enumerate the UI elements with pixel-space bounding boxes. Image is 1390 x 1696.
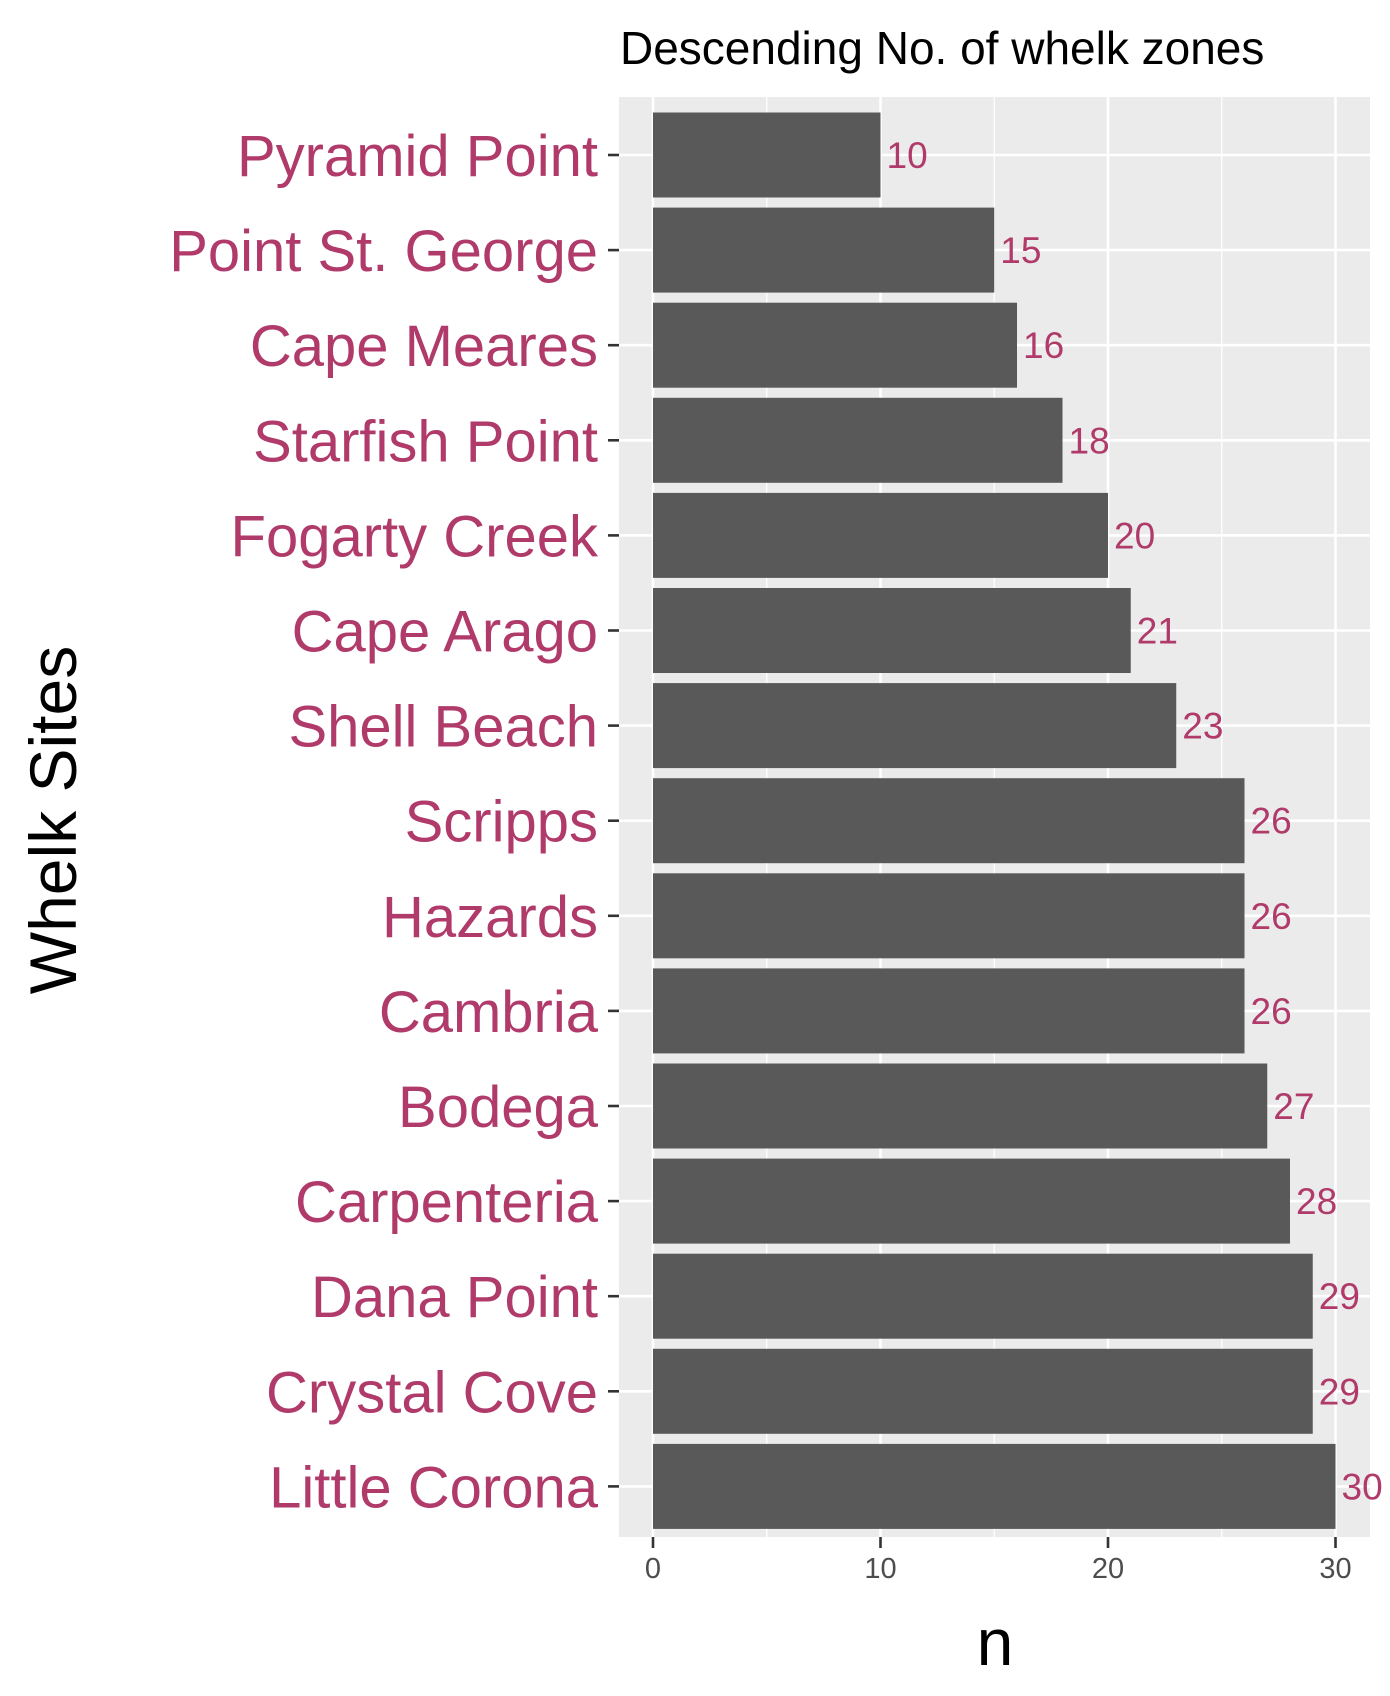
bar	[653, 1158, 1290, 1244]
value-label: 29	[1319, 1371, 1360, 1412]
bar	[653, 588, 1131, 673]
bar	[653, 968, 1245, 1054]
bar	[653, 207, 995, 293]
category-label: Cape Arago	[292, 600, 598, 665]
bar	[653, 397, 1063, 483]
category-label: Hazards	[382, 885, 598, 950]
value-label: 16	[1023, 325, 1064, 366]
x-axis-title: n	[977, 1605, 1014, 1679]
y-axis: Pyramid Point Point St. George Cape Meares…	[169, 124, 619, 1520]
value-label: 29	[1319, 1276, 1360, 1317]
value-label: 26	[1251, 896, 1292, 937]
category-label: Bodega	[398, 1075, 599, 1140]
bar	[653, 683, 1177, 769]
value-label: 28	[1296, 1181, 1337, 1222]
y-axis-title: Whelk Sites	[16, 646, 90, 994]
value-label: 27	[1273, 1086, 1314, 1127]
category-label: Scripps	[405, 790, 598, 855]
bar	[653, 778, 1245, 864]
bar	[653, 492, 1108, 578]
category-label: Pyramid Point	[237, 124, 598, 189]
value-label: 21	[1137, 611, 1178, 652]
value-label: 26	[1251, 801, 1292, 842]
category-label: Little Corona	[269, 1455, 599, 1520]
x-axis: 0 10 20 30	[645, 1537, 1352, 1585]
category-label: Starfish Point	[253, 409, 598, 474]
category-label: Carpenteria	[295, 1170, 599, 1235]
bar	[653, 1443, 1336, 1529]
bar	[653, 1063, 1268, 1149]
value-label: 10	[887, 135, 928, 176]
value-labels: 10 15 16 18 20 21 23 26 26 26 27 28 29 29 30	[887, 135, 1383, 1507]
value-label: 20	[1114, 515, 1155, 556]
x-tick-label: 30	[1319, 1553, 1351, 1585]
category-label: Cape Meares	[250, 314, 598, 379]
value-label: 30	[1342, 1466, 1383, 1507]
category-label: Crystal Cove	[266, 1360, 598, 1425]
value-label: 26	[1251, 991, 1292, 1032]
bar	[653, 873, 1245, 959]
category-label: Cambria	[379, 980, 599, 1045]
bar	[653, 1253, 1313, 1339]
bar	[653, 1348, 1313, 1434]
x-tick-label: 10	[864, 1553, 896, 1585]
x-tick-label: 0	[645, 1553, 661, 1585]
category-label: Dana Point	[311, 1265, 598, 1330]
bar	[653, 302, 1017, 388]
x-tick-label: 20	[1092, 1553, 1124, 1585]
bar	[653, 112, 881, 198]
category-label: Fogarty Creek	[231, 504, 599, 569]
value-label: 23	[1182, 706, 1223, 747]
value-label: 18	[1069, 420, 1110, 461]
chart-title: Descending No. of whelk zones	[620, 22, 1264, 74]
category-label: Shell Beach	[288, 695, 598, 760]
category-label: Point St. George	[169, 219, 598, 284]
value-label: 15	[1000, 230, 1041, 271]
bars	[653, 112, 1336, 1529]
